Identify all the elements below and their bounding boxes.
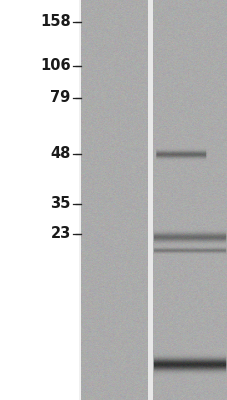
Text: 35: 35 (50, 196, 70, 212)
Text: 23: 23 (50, 226, 70, 242)
Text: 106: 106 (40, 58, 70, 74)
Text: 48: 48 (50, 146, 70, 162)
Bar (0, 0, 78, 400)
Text: 79: 79 (50, 90, 70, 106)
Bar (148, 0, 153, 400)
Text: 158: 158 (40, 14, 70, 30)
